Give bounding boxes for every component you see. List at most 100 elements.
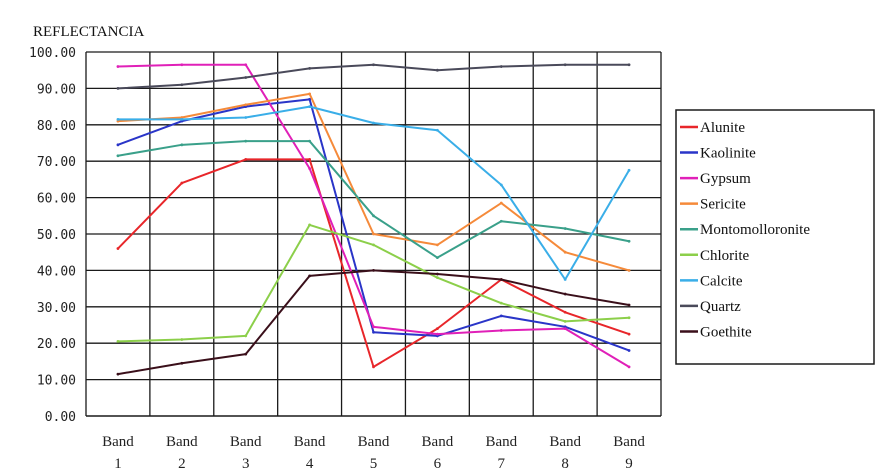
x-tick-number: 5	[370, 456, 378, 472]
legend-box	[675, 109, 875, 365]
data-point-goethite	[244, 352, 248, 356]
data-point-sericite	[563, 250, 567, 254]
data-point-gypsum	[308, 167, 312, 170]
y-tick-label: 60.00	[37, 192, 76, 207]
data-point-goethite	[308, 274, 312, 278]
data-point-gypsum	[499, 329, 503, 332]
series-line-quartz	[117, 63, 630, 90]
data-point-gypsum	[372, 325, 375, 329]
x-tick-label: Band	[549, 434, 581, 450]
data-point-montomolloronite	[308, 139, 312, 143]
data-point-goethite	[435, 272, 439, 276]
series-line-goethite	[117, 269, 630, 376]
series-line-kaolinite	[117, 98, 630, 352]
data-point-goethite	[563, 292, 567, 296]
data-point-montomolloronite	[244, 139, 248, 143]
legend: Alunite Kaolinite Gypsum Sericite Montomollo…	[675, 109, 875, 365]
x-axis-ticks: Band 1 Band 2 Band 3 Band 4 Band 5 Band 6 Band 7 Band 8…	[102, 434, 645, 472]
data-point-montomolloronite	[499, 219, 503, 223]
data-point-calcite	[116, 117, 120, 121]
data-point-chlorite	[244, 334, 248, 338]
data-point-chlorite	[435, 276, 439, 280]
data-point-goethite	[116, 372, 120, 376]
legend-label-alunite: Alunite	[700, 120, 745, 136]
legend-label-montomolloronite: Montomolloronite	[700, 222, 810, 238]
y-tick-label: 80.00	[37, 119, 76, 134]
data-point-sericite	[308, 92, 312, 96]
data-point-quartz	[435, 68, 439, 72]
legend-label-calcite: Calcite	[700, 273, 743, 289]
data-point-quartz	[244, 76, 248, 79]
data-point-quartz	[563, 63, 567, 67]
data-point-quartz	[627, 63, 631, 67]
data-point-chlorite	[308, 223, 312, 227]
x-tick-label: Band	[485, 434, 517, 450]
data-point-alunite	[244, 157, 248, 161]
data-point-chlorite	[180, 338, 184, 341]
data-point-calcite	[308, 105, 312, 108]
data-point-chlorite	[372, 243, 375, 247]
data-point-calcite	[627, 168, 631, 172]
legend-label-gypsum: Gypsum	[700, 171, 751, 187]
series-line-calcite	[117, 105, 630, 281]
y-axis-label: REFLECTANCIA	[33, 24, 144, 40]
data-point-kaolinite	[372, 330, 375, 334]
data-point-calcite	[244, 116, 248, 119]
y-tick-label: 0.00	[45, 410, 76, 425]
data-point-goethite	[499, 278, 503, 281]
data-point-quartz	[308, 66, 312, 70]
data-point-gypsum	[627, 365, 631, 369]
data-point-gypsum	[563, 327, 567, 331]
data-point-sericite	[372, 232, 375, 236]
x-tick-label: Band	[166, 434, 198, 450]
x-tick-label: Band	[230, 434, 262, 450]
data-point-alunite	[372, 365, 375, 369]
legend-label-kaolinite: Kaolinite	[700, 146, 756, 162]
data-point-sericite	[244, 103, 248, 107]
data-point-calcite	[180, 117, 184, 121]
x-tick-label: Band	[422, 434, 454, 450]
x-tick-number: 8	[561, 456, 569, 472]
data-point-calcite	[563, 278, 567, 281]
y-tick-label: 90.00	[37, 82, 76, 97]
y-tick-label: 40.00	[37, 264, 76, 279]
x-tick-number: 1	[114, 456, 122, 472]
data-point-montomolloronite	[180, 143, 184, 147]
x-tick-number: 6	[434, 456, 442, 472]
data-point-sericite	[435, 243, 439, 247]
y-tick-label: 50.00	[37, 228, 76, 243]
data-point-quartz	[372, 63, 375, 67]
x-tick-label: Band	[613, 434, 645, 450]
data-point-gypsum	[435, 332, 439, 336]
data-point-alunite	[116, 247, 120, 250]
x-tick-number: 7	[498, 456, 506, 472]
data-point-goethite	[180, 361, 184, 365]
data-point-gypsum	[180, 63, 184, 67]
data-point-montomolloronite	[435, 256, 439, 260]
data-point-goethite	[372, 269, 375, 272]
data-point-quartz	[180, 83, 184, 87]
data-point-sericite	[627, 269, 631, 272]
data-point-chlorite	[627, 316, 631, 320]
data-point-alunite	[180, 181, 184, 185]
y-tick-label: 70.00	[37, 155, 76, 170]
data-point-sericite	[499, 201, 503, 205]
data-point-alunite	[563, 310, 567, 314]
data-point-kaolinite	[308, 97, 312, 101]
data-point-quartz	[116, 87, 120, 90]
x-tick-label: Band	[294, 434, 326, 450]
data-point-chlorite	[563, 319, 567, 323]
x-tick-label: Band	[102, 434, 134, 450]
data-point-alunite	[435, 327, 439, 331]
data-point-alunite	[627, 332, 631, 336]
y-tick-label: 10.00	[37, 374, 76, 389]
series-line-montomolloronite	[117, 140, 630, 259]
x-tick-number: 3	[242, 456, 250, 472]
data-point-chlorite	[116, 339, 120, 343]
data-point-calcite	[499, 183, 503, 187]
x-tick-number: 9	[625, 456, 633, 472]
x-tick-number: 2	[178, 456, 186, 472]
data-point-montomolloronite	[563, 227, 567, 230]
legend-label-chlorite: Chlorite	[700, 248, 750, 264]
